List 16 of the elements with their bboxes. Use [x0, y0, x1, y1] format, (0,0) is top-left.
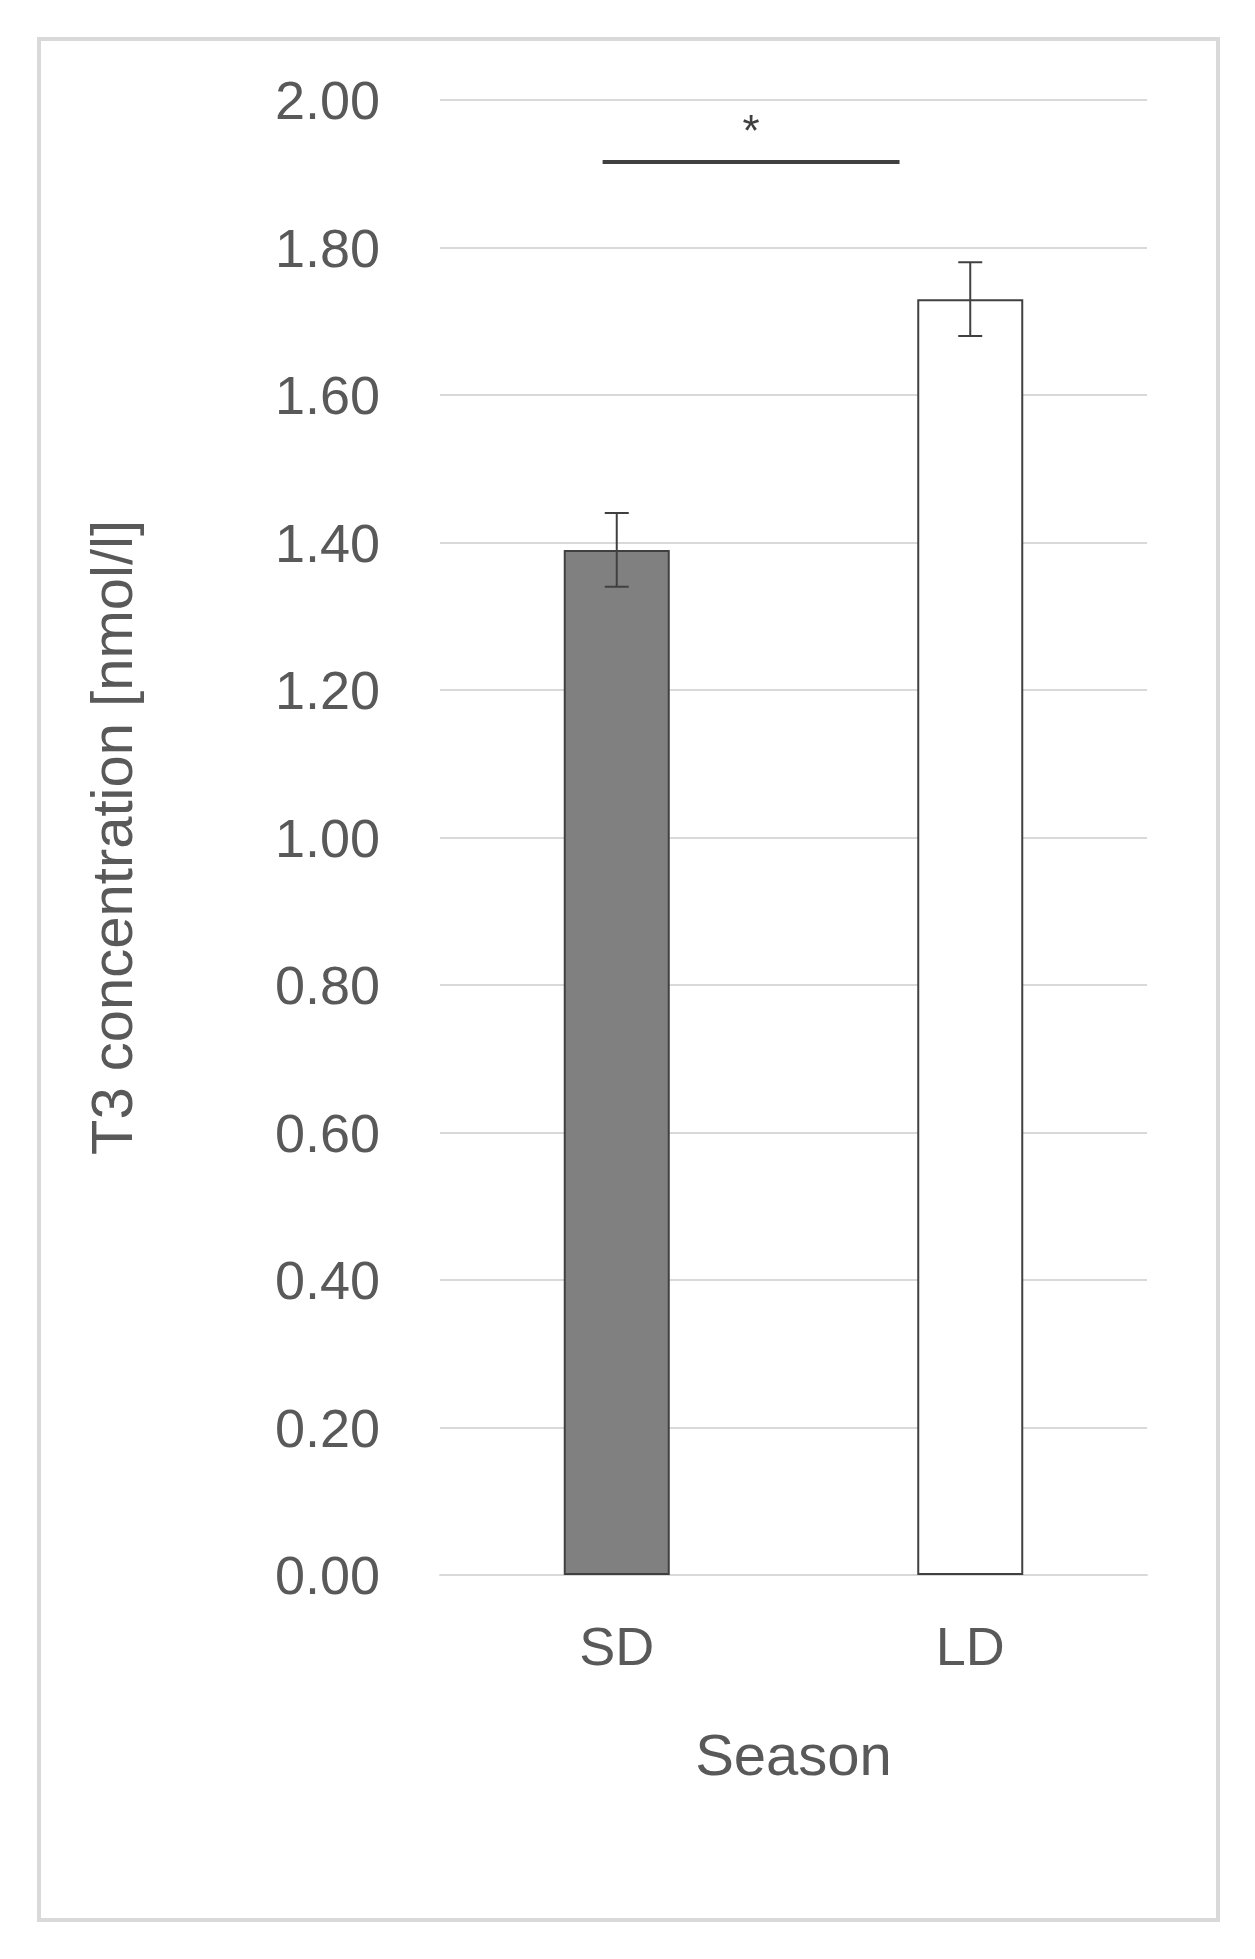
y-tick-label: 0.80	[274, 955, 380, 1015]
y-tick-label: 1.40	[274, 512, 380, 573]
y-tick-label: 0.40	[274, 1250, 380, 1310]
y-tick-label: 1.60	[274, 365, 380, 425]
y-tick-label: 1.00	[274, 807, 380, 868]
x-axis-title: Season	[695, 1721, 892, 1787]
y-tick-label: 1.80	[274, 217, 380, 278]
y-tick-label: 0.60	[274, 1102, 380, 1163]
x-tick-label: SD	[579, 1616, 655, 1676]
y-tick-label: 2.00	[274, 70, 380, 130]
annotation: *	[742, 105, 760, 155]
x-tick-label: LD	[935, 1616, 1005, 1676]
y-tick-label: 0.00	[274, 1545, 380, 1605]
y-axis-title: T3 concentration [nmol/l]	[78, 519, 144, 1156]
y-tick-label: 1.20	[274, 660, 380, 720]
y-tick-label: 0.20	[274, 1397, 380, 1458]
